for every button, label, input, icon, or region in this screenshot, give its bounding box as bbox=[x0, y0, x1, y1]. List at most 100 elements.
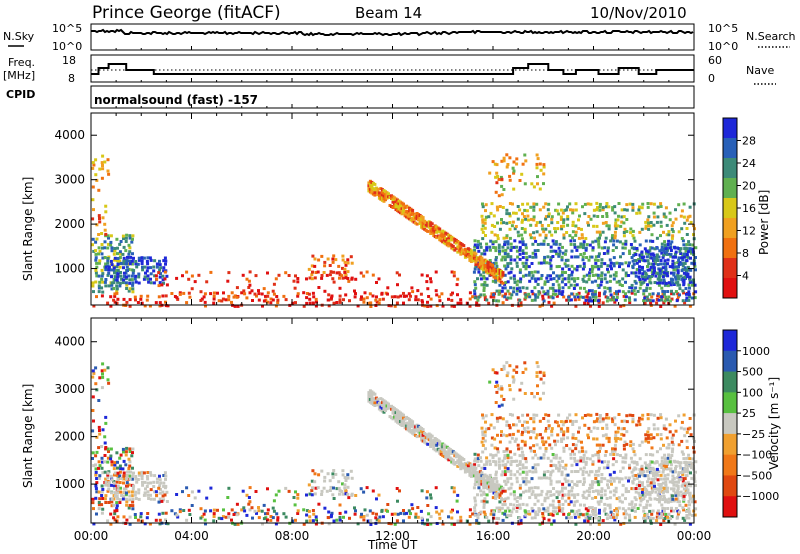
velocity-cell bbox=[631, 474, 635, 478]
power-cell bbox=[363, 291, 367, 295]
nsky-label: N.Sky bbox=[3, 30, 35, 43]
power-cell bbox=[375, 281, 378, 284]
velocity-cell bbox=[631, 447, 635, 451]
velocity-cell bbox=[576, 470, 580, 473]
power-cell bbox=[115, 301, 119, 305]
velocity-cell bbox=[98, 429, 101, 432]
power-cell bbox=[614, 246, 618, 250]
power-cell bbox=[672, 268, 676, 272]
velocity-cell bbox=[685, 439, 689, 443]
velocity-cell bbox=[131, 487, 135, 491]
power-cell bbox=[544, 215, 548, 219]
velocity-cell bbox=[661, 481, 665, 485]
velocity-cell bbox=[95, 481, 99, 485]
velocity-cell bbox=[415, 435, 419, 439]
power-cell bbox=[164, 259, 168, 263]
power-cell bbox=[548, 230, 552, 234]
power-cell bbox=[185, 270, 189, 274]
power-cell bbox=[532, 205, 536, 209]
velocity-cell bbox=[683, 481, 687, 485]
velocity-cell bbox=[582, 457, 586, 460]
velocity-cell bbox=[542, 381, 546, 385]
power-cell bbox=[584, 290, 588, 294]
velocity-cell bbox=[597, 469, 601, 473]
power-cell bbox=[521, 261, 525, 265]
power-cell bbox=[617, 279, 621, 283]
velocity-cell bbox=[670, 506, 673, 510]
velocity-cell bbox=[630, 502, 634, 506]
power-cell bbox=[141, 268, 145, 272]
velocity-cell bbox=[680, 484, 684, 488]
velocity-cell bbox=[515, 509, 519, 513]
power-cell bbox=[562, 233, 566, 237]
velocity-cell bbox=[146, 512, 150, 515]
velocity-cell bbox=[477, 486, 481, 490]
power-cell bbox=[484, 203, 488, 207]
velocity-cell bbox=[663, 500, 667, 504]
velocity-cell bbox=[662, 519, 666, 522]
power-cell bbox=[441, 234, 445, 238]
velocity-cell bbox=[94, 366, 98, 370]
power-cell bbox=[375, 295, 378, 299]
velocity-cell bbox=[504, 497, 508, 501]
velocity-cell bbox=[635, 423, 639, 427]
velocity-cell bbox=[646, 413, 650, 417]
power-cell bbox=[277, 273, 281, 277]
power-cell bbox=[623, 246, 627, 250]
velocity-cell bbox=[593, 516, 597, 520]
velocity-cell bbox=[677, 478, 681, 482]
power-cell bbox=[674, 217, 678, 221]
velocity-cell bbox=[113, 473, 116, 477]
velocity-cell bbox=[524, 460, 528, 464]
velocity-cell bbox=[694, 470, 697, 474]
velocity-cell bbox=[101, 507, 105, 511]
power-cell bbox=[468, 291, 472, 295]
power-cell bbox=[95, 178, 99, 182]
velocity-cell bbox=[98, 432, 102, 436]
velocity-cell bbox=[501, 486, 505, 490]
power-cell bbox=[627, 274, 631, 277]
velocity-cell bbox=[327, 522, 331, 526]
power-cell bbox=[481, 205, 485, 209]
power-cell bbox=[630, 271, 634, 275]
colorbar-tick-label: 28 bbox=[742, 135, 756, 148]
velocity-cell bbox=[377, 493, 381, 497]
velocity-cell bbox=[506, 513, 510, 517]
velocity-cell bbox=[662, 486, 666, 490]
power-cell bbox=[520, 237, 524, 241]
power-cell bbox=[527, 292, 531, 296]
power-cell bbox=[643, 247, 647, 251]
power-cell bbox=[92, 163, 96, 167]
power-cell bbox=[616, 218, 620, 222]
power-cell bbox=[341, 276, 345, 280]
power-cell bbox=[582, 279, 586, 283]
power-cell bbox=[505, 208, 509, 212]
velocity-cell bbox=[561, 503, 565, 506]
velocity-data-layer bbox=[91, 361, 698, 526]
power-cell bbox=[523, 230, 527, 234]
velocity-cell bbox=[538, 397, 542, 401]
velocity-cell bbox=[494, 496, 498, 500]
velocity-cell bbox=[591, 454, 595, 458]
velocity-cell bbox=[530, 430, 533, 433]
power-cell bbox=[125, 259, 129, 263]
power-cell bbox=[491, 263, 494, 267]
velocity-cell bbox=[533, 493, 537, 497]
velocity-cell bbox=[624, 509, 627, 513]
power-cell bbox=[409, 294, 412, 298]
power-cell bbox=[663, 299, 667, 303]
power-cell bbox=[525, 258, 529, 262]
power-cell bbox=[482, 293, 486, 297]
power-cell bbox=[686, 272, 690, 276]
velocity-cell bbox=[128, 522, 132, 526]
power-cell bbox=[546, 292, 550, 296]
power-cell bbox=[199, 299, 203, 302]
velocity-cell bbox=[568, 447, 572, 451]
velocity-cell bbox=[576, 512, 580, 516]
velocity-cell bbox=[520, 439, 524, 443]
velocity-cell bbox=[615, 497, 619, 501]
power-cell bbox=[676, 269, 680, 273]
beam-label: Beam 14 bbox=[355, 4, 422, 22]
power-cell bbox=[491, 160, 495, 164]
velocity-cell bbox=[615, 507, 618, 511]
